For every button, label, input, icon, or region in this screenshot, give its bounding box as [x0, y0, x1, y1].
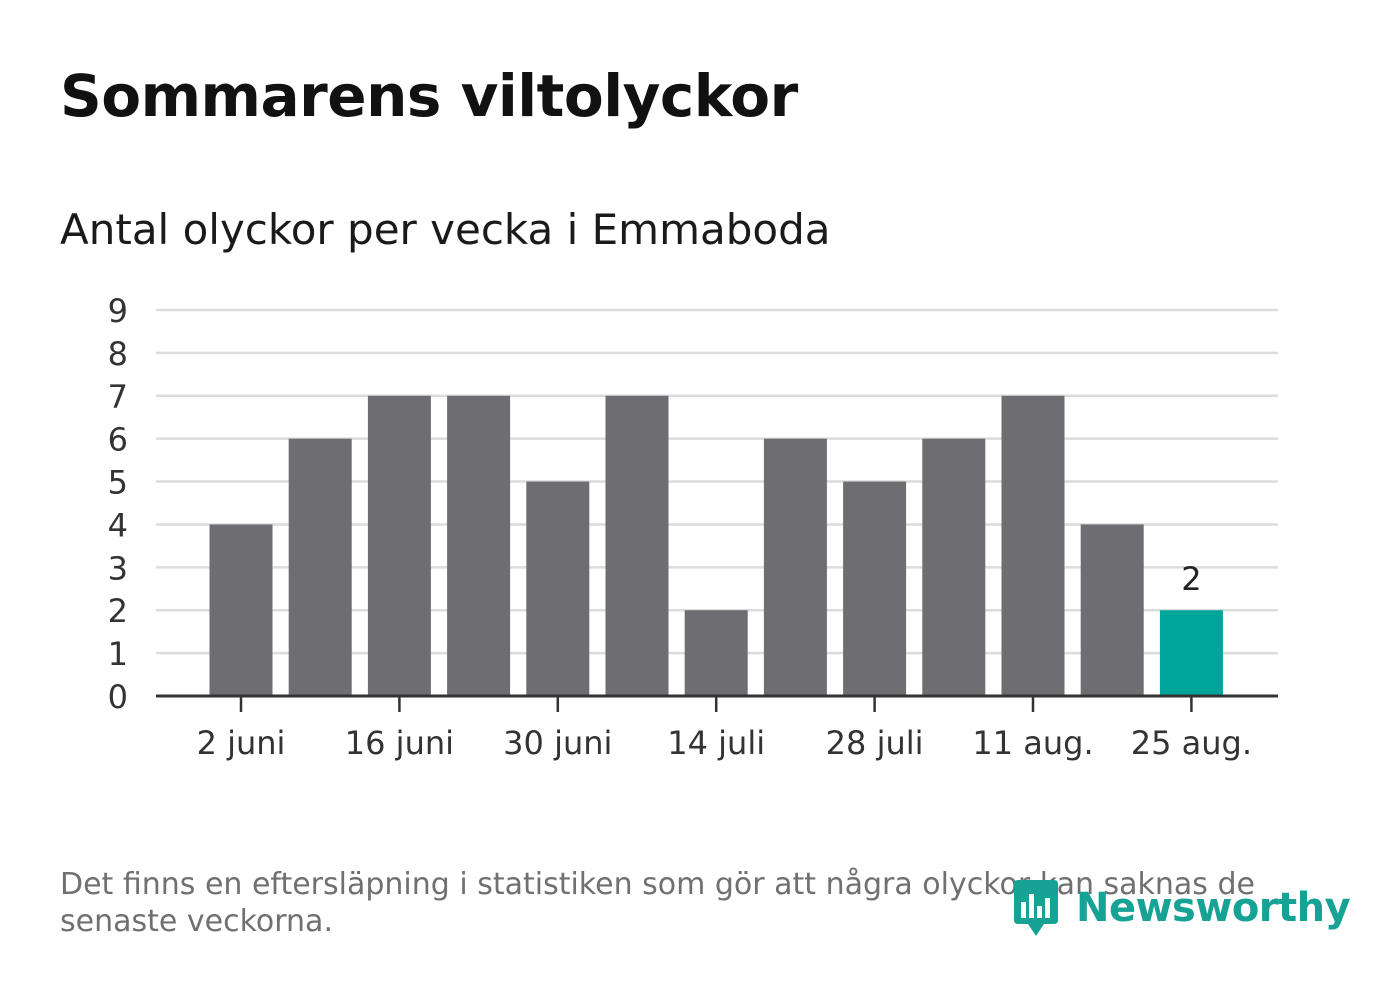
- x-tick-label: 30 juni: [503, 724, 612, 762]
- y-tick-label: 1: [108, 635, 128, 673]
- bar: [209, 524, 273, 696]
- x-tick-label: 28 juli: [826, 724, 924, 762]
- x-tick-label: 11 aug.: [972, 724, 1093, 762]
- y-tick-label: 8: [108, 335, 128, 373]
- bar: [526, 481, 590, 696]
- chart-title: Sommarens viltolyckor: [60, 62, 798, 130]
- bar: [447, 395, 511, 696]
- bar: [1159, 610, 1223, 696]
- chart-subtitle: Antal olyckor per vecka i Emmaboda: [60, 205, 831, 254]
- bar: [922, 438, 986, 696]
- newsworthy-logo: Newsworthy: [1010, 876, 1351, 940]
- bar: [367, 395, 431, 696]
- y-tick-label: 2: [108, 592, 128, 630]
- bar: [605, 395, 669, 696]
- bar: [684, 610, 748, 696]
- bar: [1001, 395, 1065, 696]
- x-tick-label: 2 juni: [197, 724, 286, 762]
- y-tick-label: 4: [108, 506, 128, 544]
- bar: [763, 438, 827, 696]
- bar-chart: 0 1 2 3 4 5 6 7 8 9 2 juni 16 juni 30 juni 14 juli 28 …: [108, 292, 1278, 762]
- y-tick-label: 0: [108, 678, 128, 716]
- bar: [288, 438, 352, 696]
- y-tick-label: 6: [108, 421, 128, 459]
- x-tick-label: 14 juli: [667, 724, 765, 762]
- bar: [1080, 524, 1144, 696]
- brand-name: Newsworthy: [1076, 885, 1351, 931]
- x-tick-label: 16 juni: [345, 724, 454, 762]
- y-tick-label: 7: [108, 378, 128, 416]
- y-tick-label: 3: [108, 549, 128, 587]
- newsworthy-chart-bubble-icon: [1014, 880, 1058, 936]
- x-tick-label: 25 aug.: [1131, 724, 1252, 762]
- y-tick-label: 9: [108, 292, 128, 330]
- bar: [843, 481, 907, 696]
- y-tick-label: 5: [108, 464, 128, 502]
- data-label: 2: [1181, 560, 1201, 598]
